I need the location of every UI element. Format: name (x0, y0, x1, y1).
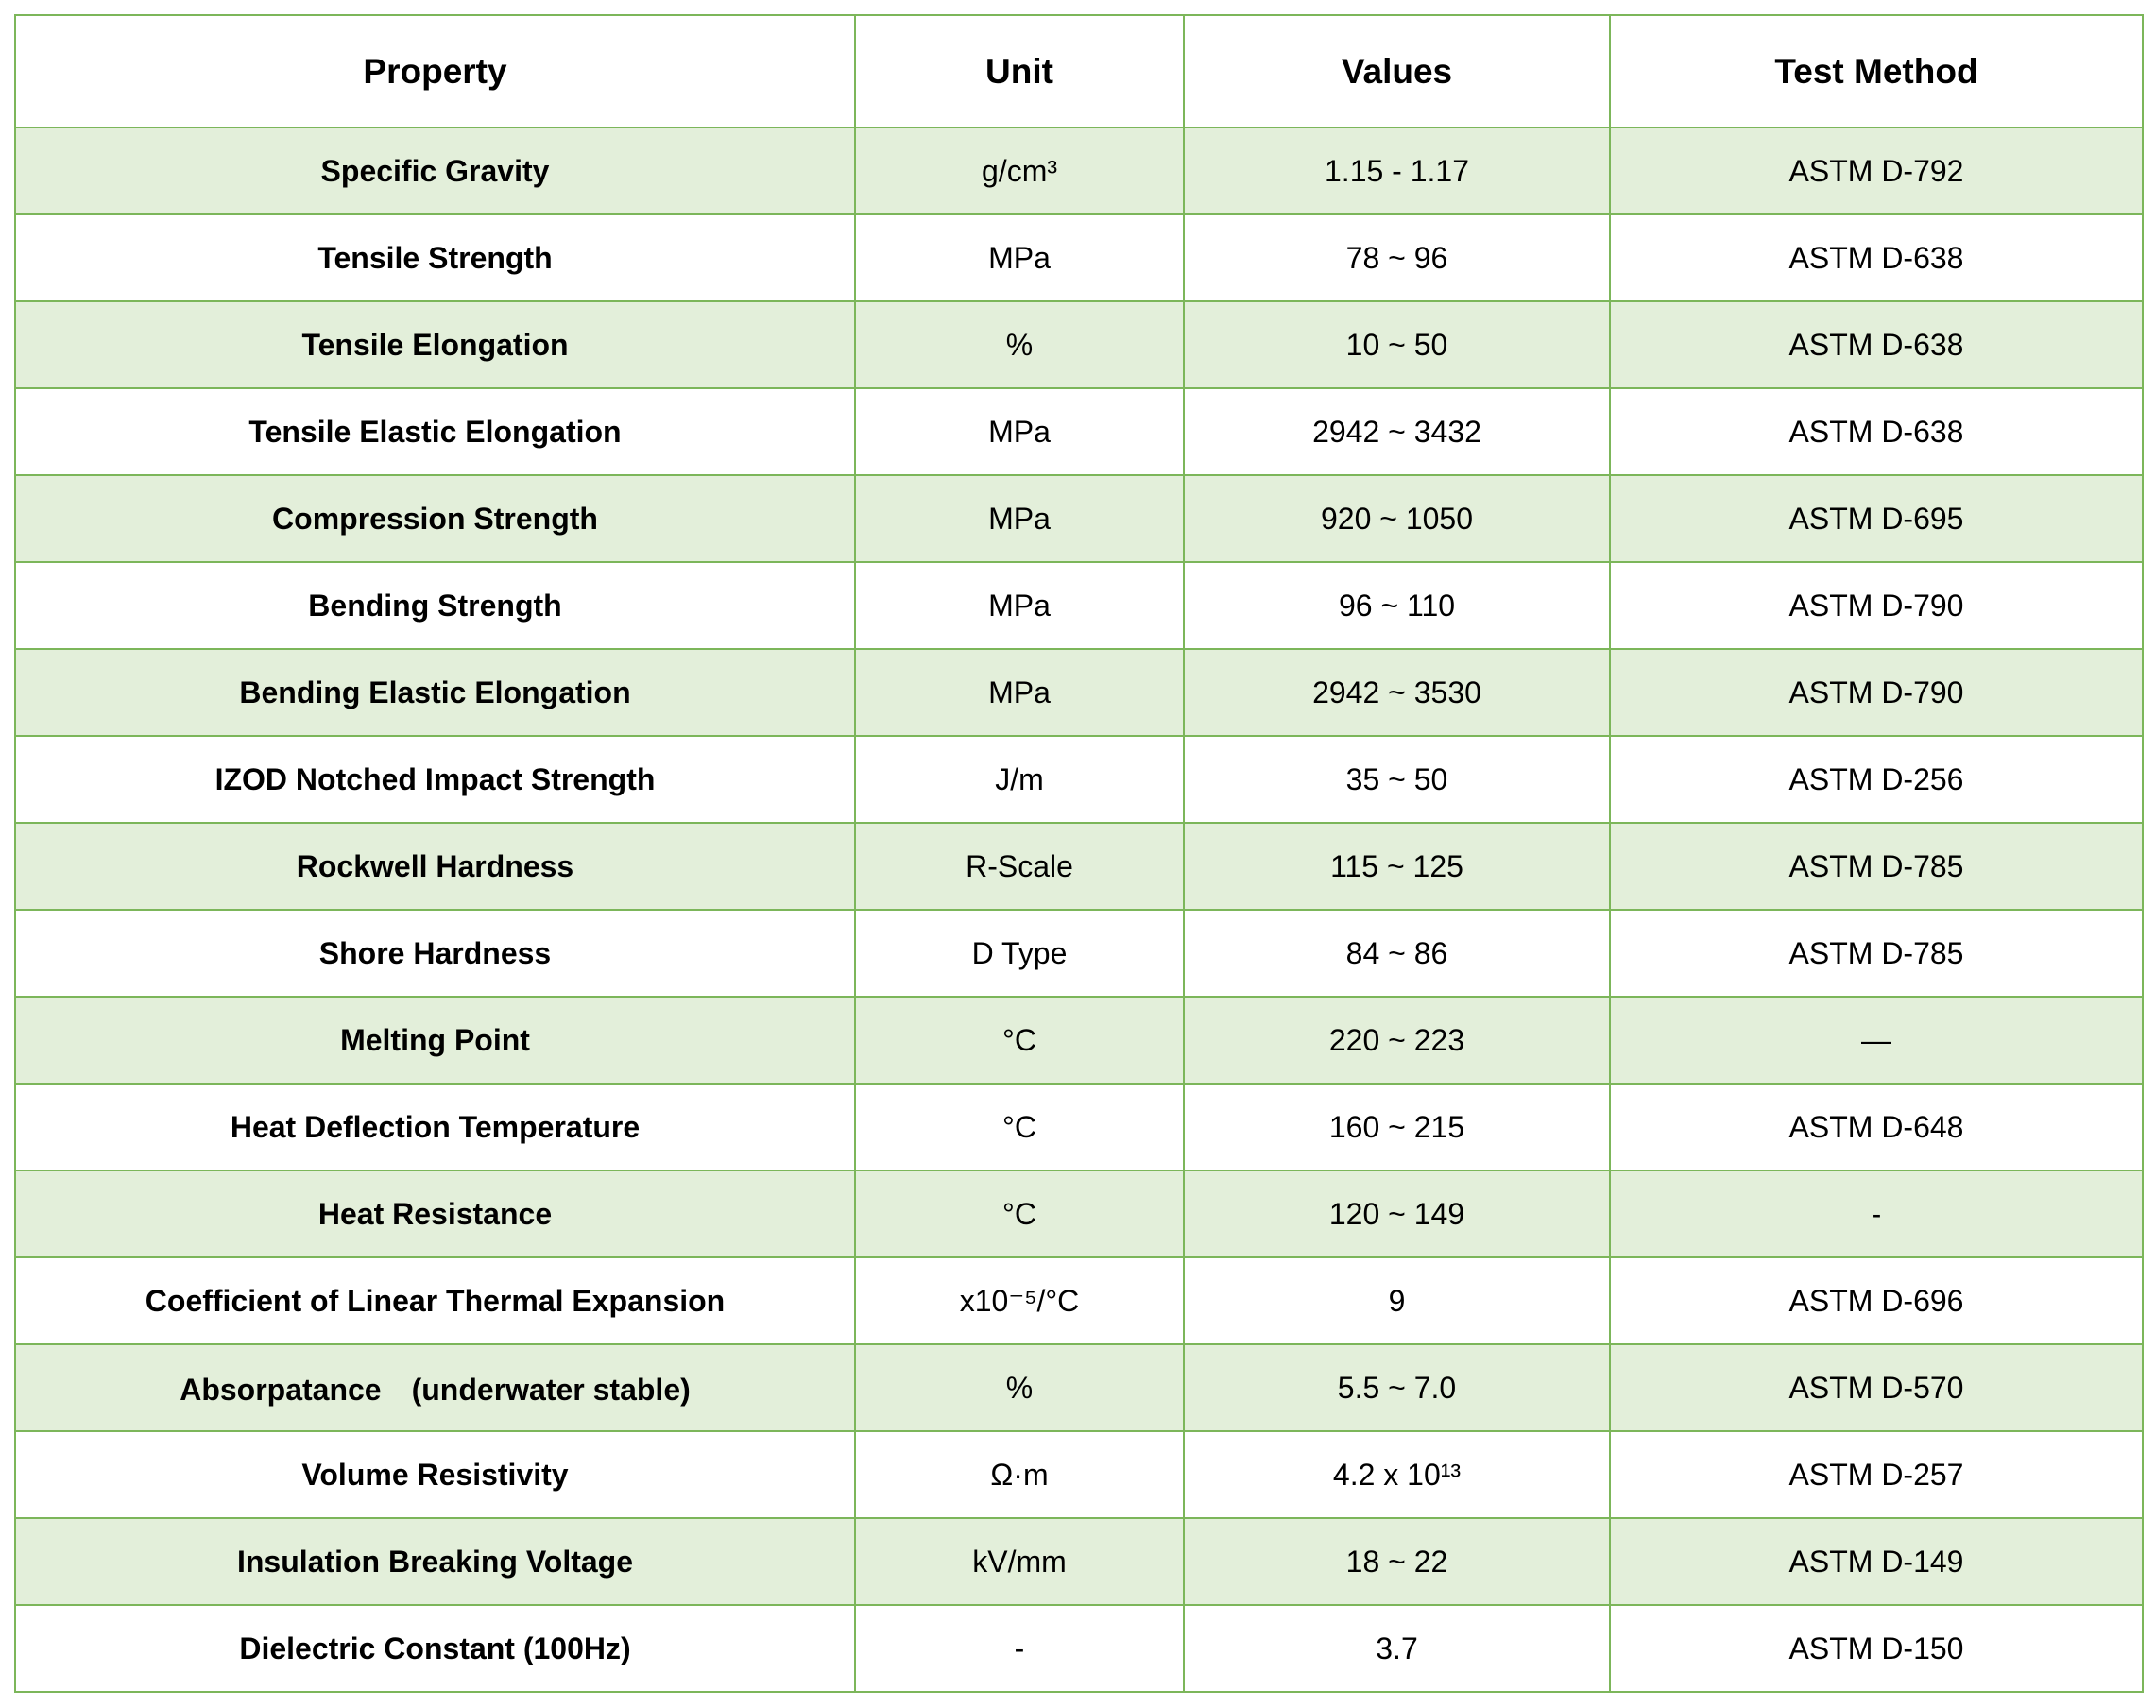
unit-cell: x10⁻⁵/°C (854, 1256, 1185, 1345)
values-cell: 18 ~ 22 (1183, 1517, 1611, 1606)
header-property: Property (14, 14, 856, 128)
table-row: Tensile Elastic Elongation MPa 2942 ~ 3432… (14, 387, 2144, 476)
test-method-cell: ASTM D-257 (1609, 1430, 2144, 1519)
unit-cell: MPa (854, 561, 1185, 650)
table-row: Bending Elastic Elongation MPa 2942 ~ 3530… (14, 648, 2144, 737)
unit-cell: °C (854, 1170, 1185, 1258)
table-row: Bending Strength MPa 96 ~ 110 ASTM D-790 (14, 561, 2144, 650)
test-method-cell: ASTM D-149 (1609, 1517, 2144, 1606)
property-cell: Heat Deflection Temperature (14, 1083, 856, 1171)
table-row: Tensile Strength MPa 78 ~ 96 ASTM D-638 (14, 214, 2144, 302)
property-cell: Specific Gravity (14, 127, 856, 215)
table-header: Property Unit Values Test Method (14, 14, 2144, 128)
values-cell: 2942 ~ 3432 (1183, 387, 1611, 476)
table-row: Dielectric Constant (100Hz) -3.7 ASTM D-15… (14, 1604, 2144, 1693)
header-values: Values (1183, 14, 1611, 128)
values-cell: 220 ~ 223 (1183, 996, 1611, 1085)
values-cell: 120 ~ 149 (1183, 1170, 1611, 1258)
test-method-cell: ASTM D-638 (1609, 214, 2144, 302)
property-cell: Tensile Strength (14, 214, 856, 302)
property-cell: Insulation Breaking Voltage (14, 1517, 856, 1606)
unit-cell: g/cm³ (854, 127, 1185, 215)
table-row: Insulation Breaking Voltage kV/mm 18 ~ 22 A… (14, 1517, 2144, 1606)
values-cell: 84 ~ 86 (1183, 909, 1611, 998)
table-row: Rockwell Hardness R-Scale 115 ~ 125 ASTM D-… (14, 822, 2144, 911)
header-test-method: Test Method (1609, 14, 2144, 128)
test-method-cell: ASTM D-696 (1609, 1256, 2144, 1345)
table-row: Coefficient of Linear Thermal Expansion x… (14, 1256, 2144, 1345)
table-row: Melting Point °C 220 ~ 223— (14, 996, 2144, 1085)
property-cell: Bending Strength (14, 561, 856, 650)
unit-cell: Ω·m (854, 1430, 1185, 1519)
test-method-cell: ASTM D-638 (1609, 387, 2144, 476)
values-cell: 920 ~ 1050 (1183, 474, 1611, 563)
table-row: IZOD Notched Impact Strength J/m 35 ~ 50 AS… (14, 735, 2144, 824)
test-method-cell: ASTM D-150 (1609, 1604, 2144, 1693)
unit-cell: % (854, 300, 1185, 389)
values-cell: 2942 ~ 3530 (1183, 648, 1611, 737)
test-method-cell: ASTM D-790 (1609, 648, 2144, 737)
values-cell: 96 ~ 110 (1183, 561, 1611, 650)
test-method-cell: ASTM D-648 (1609, 1083, 2144, 1171)
property-cell: Dielectric Constant (100Hz) (14, 1604, 856, 1693)
unit-cell: °C (854, 1083, 1185, 1171)
unit-cell: D Type (854, 909, 1185, 998)
unit-cell: % (854, 1343, 1185, 1432)
test-method-cell: ASTM D-570 (1609, 1343, 2144, 1432)
values-cell: 4.2 x 10¹³ (1183, 1430, 1611, 1519)
unit-cell: J/m (854, 735, 1185, 824)
property-cell: Heat Resistance (14, 1170, 856, 1258)
table-body: Specific Gravity g/cm³ 1.15 - 1.17 ASTM D-7… (14, 127, 2144, 1693)
table-row: Specific Gravity g/cm³ 1.15 - 1.17 ASTM D-7… (14, 127, 2144, 215)
values-cell: 5.5 ~ 7.0 (1183, 1343, 1611, 1432)
property-cell: Tensile Elastic Elongation (14, 387, 856, 476)
test-method-cell: ASTM D-785 (1609, 822, 2144, 911)
test-method-cell: ASTM D-638 (1609, 300, 2144, 389)
table-row: Heat Resistance °C 120 ~ 149- (14, 1170, 2144, 1258)
property-cell: Volume Resistivity (14, 1430, 856, 1519)
test-method-cell: ASTM D-792 (1609, 127, 2144, 215)
unit-cell: - (854, 1604, 1185, 1693)
values-cell: 78 ~ 96 (1183, 214, 1611, 302)
property-cell: Melting Point (14, 996, 856, 1085)
values-cell: 3.7 (1183, 1604, 1611, 1693)
test-method-cell: ASTM D-785 (1609, 909, 2144, 998)
unit-cell: °C (854, 996, 1185, 1085)
unit-cell: kV/mm (854, 1517, 1185, 1606)
property-cell: Coefficient of Linear Thermal Expansion (14, 1256, 856, 1345)
property-cell: Bending Elastic Elongation (14, 648, 856, 737)
table-row: Shore Hardness D Type 84 ~ 86 ASTM D-785 (14, 909, 2144, 998)
header-unit: Unit (854, 14, 1185, 128)
table-row: Volume Resistivity Ω·m 4.2 x 10¹³ ASTM D-25… (14, 1430, 2144, 1519)
values-cell: 115 ~ 125 (1183, 822, 1611, 911)
test-method-cell: ASTM D-256 (1609, 735, 2144, 824)
table-row: Heat Deflection Temperature °C 160 ~ 215 AS… (14, 1083, 2144, 1171)
unit-cell: R-Scale (854, 822, 1185, 911)
property-cell: Rockwell Hardness (14, 822, 856, 911)
values-cell: 35 ~ 50 (1183, 735, 1611, 824)
test-method-cell: — (1609, 996, 2144, 1085)
properties-table: Property Unit Values Test Method Specifi… (14, 14, 2144, 1693)
property-cell: Tensile Elongation (14, 300, 856, 389)
unit-cell: MPa (854, 387, 1185, 476)
property-cell: Compression Strength (14, 474, 856, 563)
test-method-cell: ASTM D-695 (1609, 474, 2144, 563)
table-row: Compression Strength MPa 920 ~ 1050 ASTM D-… (14, 474, 2144, 563)
table-row: Absorpatance (underwater stable)% 5.5 ~ 7… (14, 1343, 2144, 1432)
unit-cell: MPa (854, 214, 1185, 302)
test-method-cell: - (1609, 1170, 2144, 1258)
property-cell: Shore Hardness (14, 909, 856, 998)
values-cell: 9 (1183, 1256, 1611, 1345)
values-cell: 160 ~ 215 (1183, 1083, 1611, 1171)
values-cell: 10 ~ 50 (1183, 300, 1611, 389)
values-cell: 1.15 - 1.17 (1183, 127, 1611, 215)
test-method-cell: ASTM D-790 (1609, 561, 2144, 650)
table-row: Tensile Elongation% 10 ~ 50 ASTM D-638 (14, 300, 2144, 389)
header-row: Property Unit Values Test Method (14, 14, 2144, 128)
unit-cell: MPa (854, 474, 1185, 563)
property-cell: Absorpatance (underwater stable) (14, 1343, 856, 1432)
unit-cell: MPa (854, 648, 1185, 737)
property-cell: IZOD Notched Impact Strength (14, 735, 856, 824)
